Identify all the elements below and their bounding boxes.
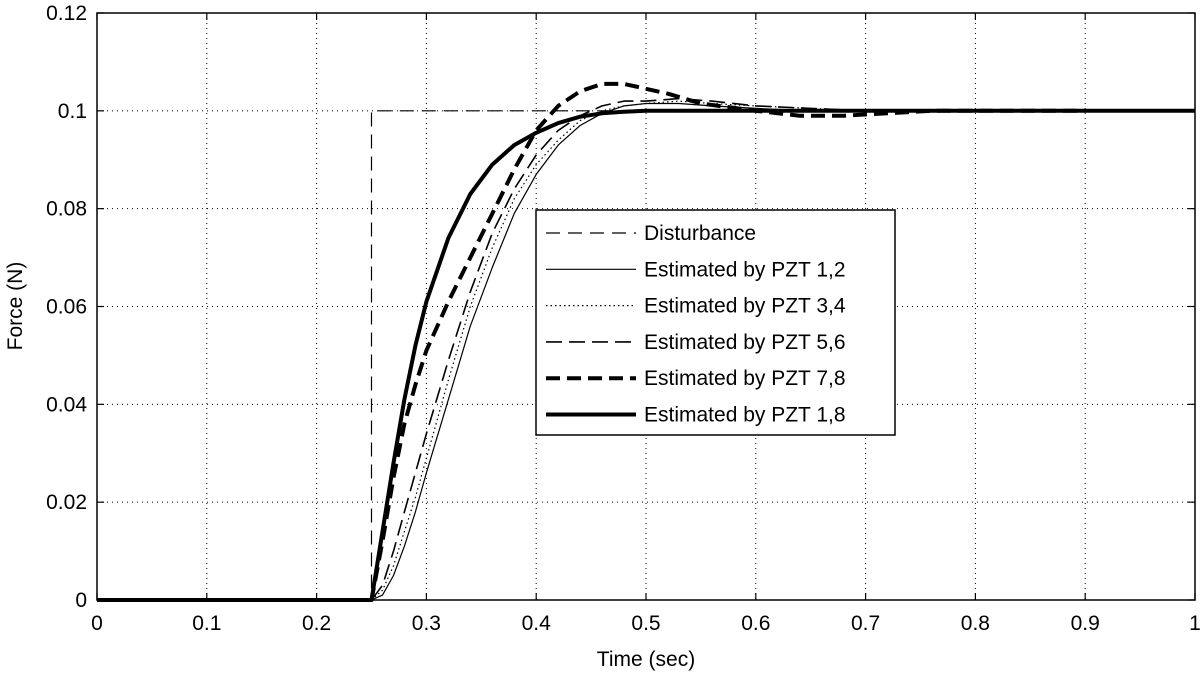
x-tick-label: 0.5 — [631, 612, 660, 635]
legend-label: Disturbance — [644, 222, 756, 245]
x-tick-label: 0.1 — [192, 612, 221, 635]
series-line-6 — [97, 108, 1195, 602]
x-tick-label: 0.8 — [961, 612, 990, 635]
y-tick-label: 0.1 — [58, 100, 87, 123]
legend-label: Estimated by PZT 5,6 — [644, 331, 846, 354]
series-line-5 — [97, 81, 1086, 602]
series-line-4 — [97, 97, 1086, 601]
x-tick-label: 0.4 — [522, 612, 552, 635]
x-tick-label: 0.3 — [412, 612, 441, 635]
y-axis-title: Force (N) — [4, 262, 27, 351]
legend-items: Disturbance Estimated by PZT 1,2 Estimated… — [546, 222, 846, 427]
legend-label: Estimated by PZT 1,8 — [644, 404, 846, 427]
y-tick-label: 0.04 — [46, 393, 87, 416]
y-tick-label: 0.06 — [46, 296, 87, 319]
x-axis-title: Time (sec) — [597, 648, 695, 671]
axis-ticks: 0 0.1 0.2 0.3 0.4 0.5 0.6 0.7 0.8 0.9 1 0 0.02 0.04 0.… — [46, 2, 1200, 635]
legend-label: Estimated by PZT 3,4 — [644, 295, 846, 318]
x-tick-label: 0.6 — [741, 612, 770, 635]
y-tick-label: 0.12 — [46, 2, 87, 25]
legend-label: Estimated by PZT 1,2 — [644, 258, 846, 281]
legend-label: Estimated by PZT 7,8 — [644, 367, 846, 390]
x-tick-label: 1 — [1189, 612, 1200, 635]
legend: Disturbance Estimated by PZT 1,2 Estimated… — [535, 209, 896, 436]
y-tick-label: 0 — [75, 589, 87, 612]
x-tick-label: 0.9 — [1071, 612, 1100, 635]
series-layer — [97, 81, 1195, 602]
x-tick-label: 0.2 — [302, 612, 331, 635]
legend-box — [535, 209, 896, 436]
y-tick-label: 0.02 — [46, 491, 87, 514]
x-tick-label: 0.7 — [851, 612, 880, 635]
y-tick-label: 0.08 — [46, 198, 87, 221]
x-tick-label: 0 — [91, 612, 103, 635]
